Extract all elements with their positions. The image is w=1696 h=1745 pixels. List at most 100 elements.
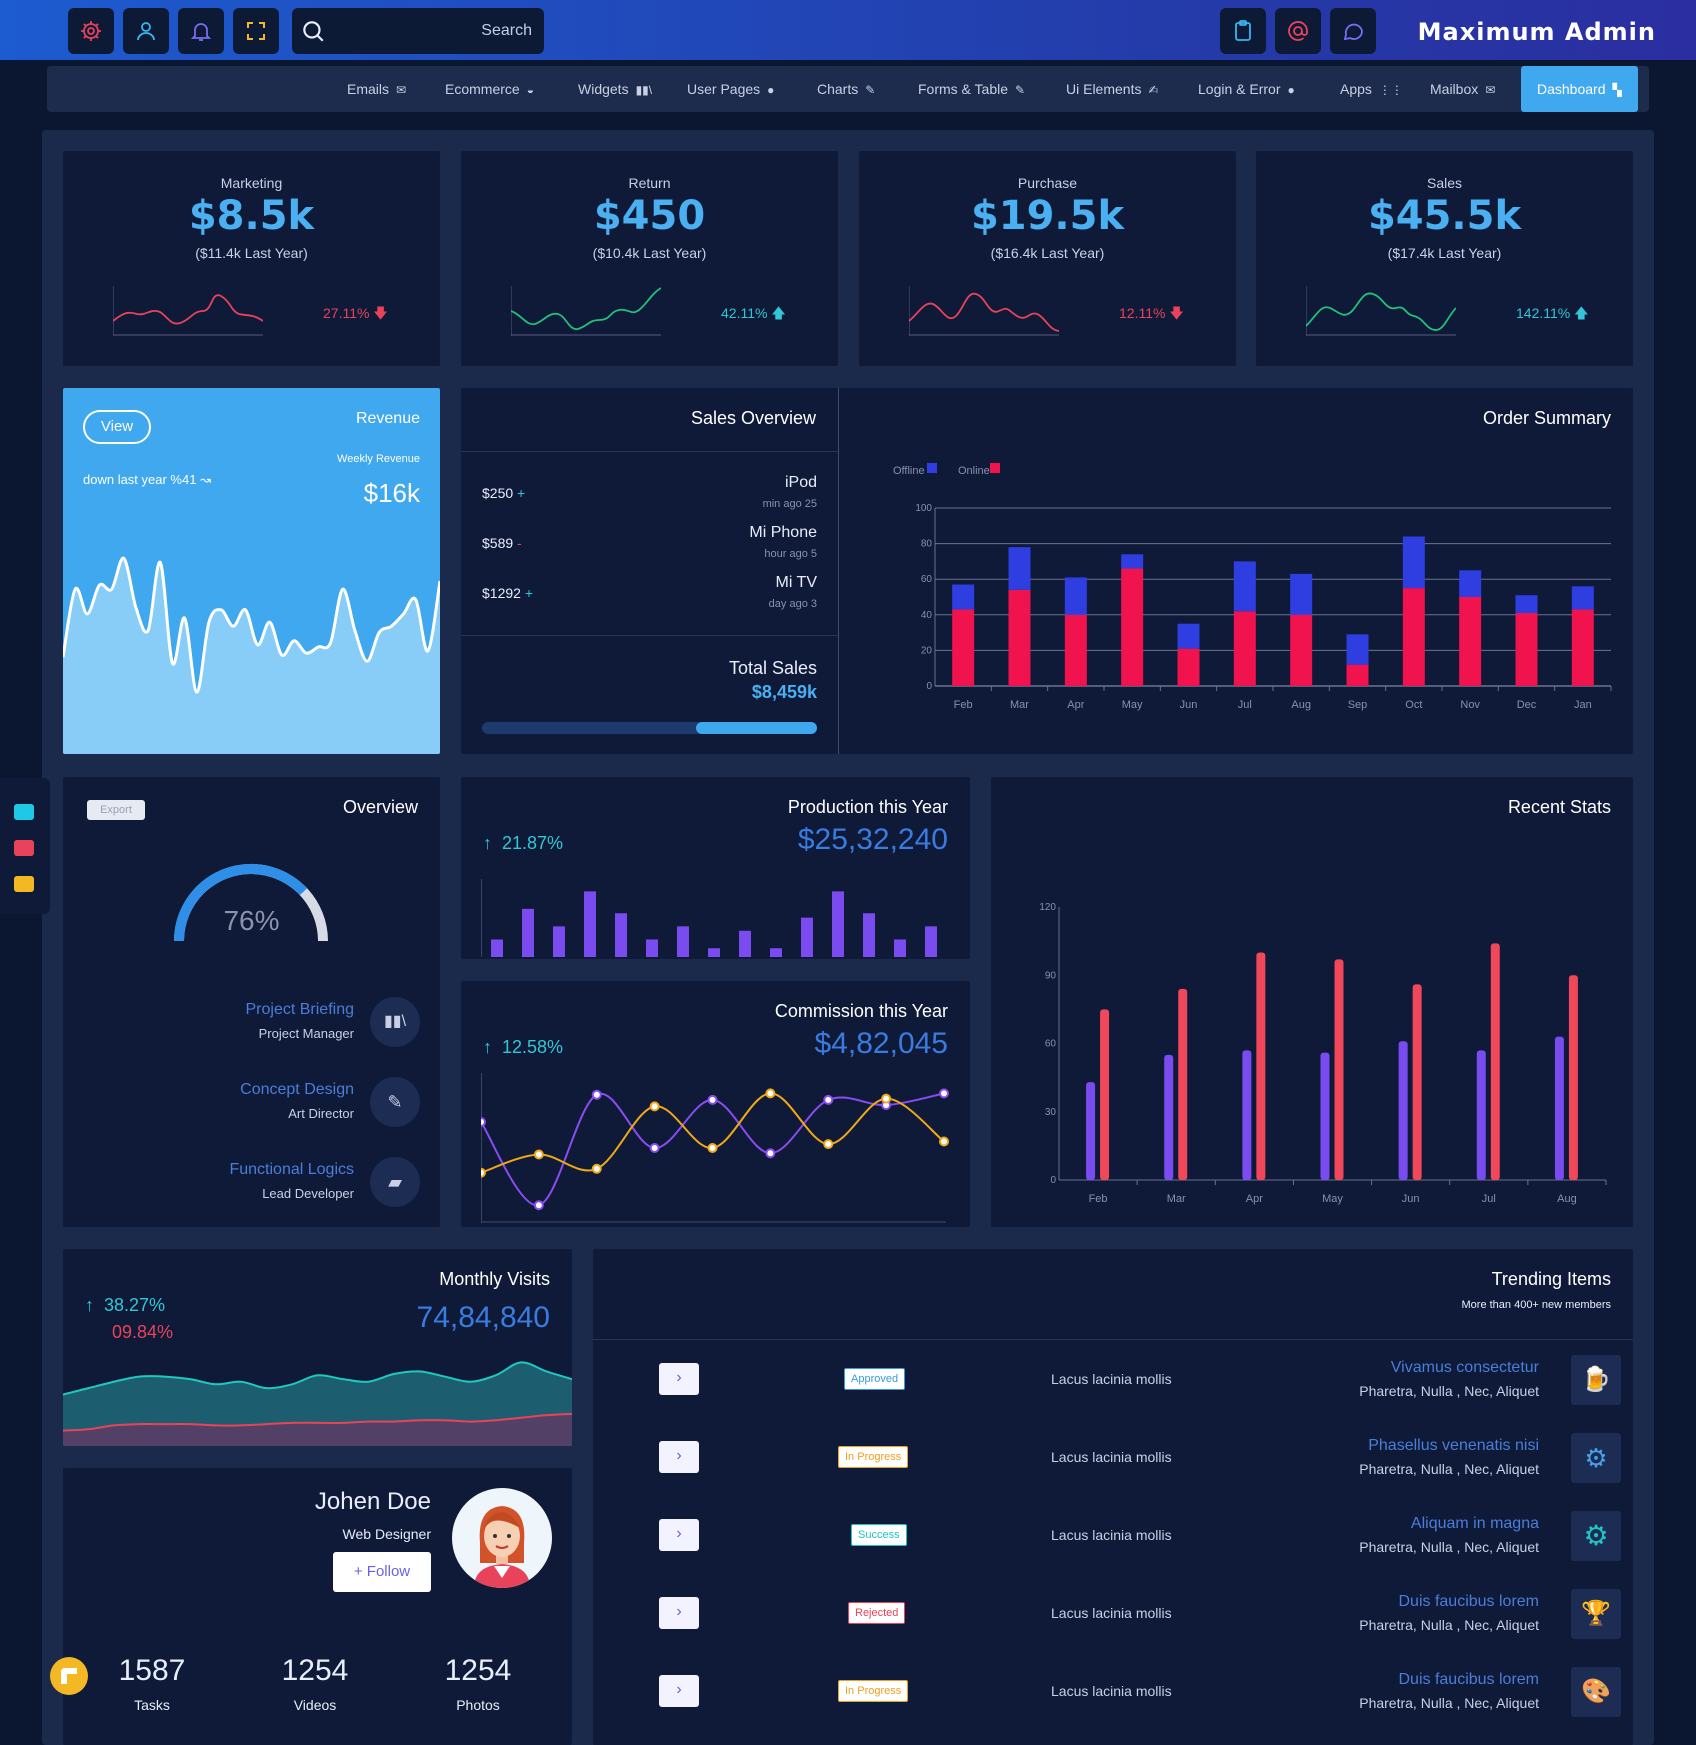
gear-icon bbox=[81, 21, 101, 41]
row-text: Lacus lacinia mollis bbox=[1051, 1605, 1172, 1621]
envelope-icon: ✉ bbox=[1485, 83, 1496, 97]
library-icon[interactable]: ▮▮\ bbox=[370, 997, 420, 1047]
bar-series-a bbox=[1476, 1050, 1486, 1180]
trending-title: Trending Items bbox=[1491, 1269, 1611, 1289]
x-tick-label: Dec bbox=[1517, 699, 1537, 711]
weekly-revenue-label: Weekly Revenue bbox=[337, 453, 420, 465]
stat-value: 1254 bbox=[444, 1654, 512, 1687]
line-point bbox=[591, 1089, 602, 1100]
kpi-sparkline bbox=[1306, 286, 1456, 336]
brand-title: Maximum Admin bbox=[1417, 18, 1656, 46]
nav-item-login-error[interactable]: Login & Error ● bbox=[1198, 66, 1295, 112]
bar bbox=[863, 913, 875, 957]
mentions-button[interactable] bbox=[1275, 8, 1321, 54]
stat-label: Photos bbox=[456, 1697, 500, 1713]
y-tick-label: 60 bbox=[921, 574, 933, 585]
bar bbox=[615, 913, 627, 957]
kpi-pct-value: 12.11% bbox=[1119, 305, 1166, 321]
bar-online bbox=[1346, 664, 1369, 686]
y-tick-label: 90 bbox=[1045, 970, 1057, 981]
kpi-card-purchase: Purchase $19.5k ($16.4k Last Year) 12.11… bbox=[859, 151, 1236, 366]
chat-icon[interactable] bbox=[14, 876, 34, 892]
bar-online bbox=[1008, 589, 1031, 686]
row-item-meta: Pharetra, Nulla , Nec, Aliquet bbox=[1359, 1383, 1539, 1399]
image-icon[interactable] bbox=[14, 840, 34, 856]
legend-label: Online bbox=[958, 465, 990, 477]
kpi-pct: 142.11% 🡅 bbox=[1516, 303, 1589, 327]
chevron-right-icon: › bbox=[676, 1525, 682, 1542]
kpi-card-sales: Sales $45.5k ($17.4k Last Year) 142.11% … bbox=[1256, 151, 1633, 366]
row-text: Lacus lacinia mollis bbox=[1051, 1371, 1172, 1387]
nav-item-forms-table[interactable]: Forms & Table ✎ bbox=[918, 66, 1025, 112]
row-open-button[interactable]: › bbox=[659, 1363, 699, 1395]
series-line bbox=[481, 1092, 945, 1174]
bar bbox=[894, 939, 906, 957]
camera-icon[interactable] bbox=[14, 804, 34, 820]
trophy-icon: 🏆 bbox=[1571, 1589, 1621, 1639]
fullscreen-button[interactable] bbox=[233, 8, 279, 54]
export-button[interactable]: Export bbox=[87, 800, 145, 820]
bar-series-a bbox=[1320, 1052, 1330, 1180]
bar-offline bbox=[1459, 570, 1482, 597]
view-button[interactable]: View bbox=[83, 410, 151, 444]
follow-button[interactable]: + Follow bbox=[333, 1552, 431, 1592]
kpi-sparkline bbox=[909, 286, 1059, 336]
nav-item-ui-elements[interactable]: Ui Elements ✍ bbox=[1066, 66, 1159, 112]
row-open-button[interactable]: › bbox=[659, 1675, 699, 1707]
bar-offline bbox=[1177, 623, 1200, 649]
arrow-up-icon: ↑ bbox=[483, 1037, 492, 1057]
row-open-button[interactable]: › bbox=[659, 1519, 699, 1551]
corner-icon bbox=[61, 1668, 77, 1684]
nav-item-charts[interactable]: Charts ✎ bbox=[817, 66, 875, 112]
bar-online bbox=[1177, 648, 1200, 686]
notifications-button[interactable] bbox=[178, 8, 224, 54]
production-title: Production this Year bbox=[787, 797, 948, 817]
revenue-area bbox=[63, 558, 440, 754]
clipboard-button[interactable] bbox=[1220, 8, 1266, 54]
production-card: Production this Year $25,32,240 ↑ 21.87% bbox=[461, 777, 970, 959]
bar-series-a bbox=[1086, 1082, 1096, 1180]
revenue-down-label: down last year %41 bbox=[83, 472, 197, 487]
total-sales-progress bbox=[482, 722, 817, 734]
stat-value: 1587 bbox=[118, 1654, 186, 1687]
x-tick-label: Feb bbox=[954, 699, 973, 711]
bar bbox=[801, 917, 813, 957]
y-tick-label: 0 bbox=[1050, 1175, 1056, 1186]
bar bbox=[677, 926, 689, 957]
chat-button[interactable] bbox=[1330, 8, 1376, 54]
line-point bbox=[939, 1136, 949, 1147]
bar-online bbox=[1571, 609, 1594, 686]
search-input[interactable]: Search bbox=[292, 8, 544, 54]
visits-pct-up: ↑ 38.27% bbox=[85, 1295, 165, 1316]
nav-item-dashboard[interactable]: Dashboard ▚ bbox=[1521, 66, 1638, 112]
commission-value: $4,82,045 bbox=[814, 1027, 948, 1060]
y-tick-label: 120 bbox=[1039, 902, 1056, 913]
nav-label: Ecommerce bbox=[445, 81, 520, 97]
row-open-button[interactable]: › bbox=[659, 1597, 699, 1629]
floating-action-button[interactable] bbox=[50, 1657, 88, 1695]
bar-series-b bbox=[1334, 959, 1344, 1180]
row-open-button[interactable]: › bbox=[659, 1441, 699, 1473]
chevron-right-icon: › bbox=[676, 1447, 682, 1464]
nav-item-user-pages[interactable]: User Pages ● bbox=[687, 66, 774, 112]
x-tick-label: Apr bbox=[1246, 1193, 1263, 1205]
nav-item-mailbox[interactable]: Mailbox ✉ bbox=[1430, 66, 1495, 112]
profile-button[interactable] bbox=[123, 8, 169, 54]
settings-button[interactable] bbox=[68, 8, 114, 54]
chat-icon[interactable]: ▰ bbox=[370, 1157, 420, 1207]
bar bbox=[491, 939, 503, 957]
bar bbox=[708, 948, 720, 957]
nav-label: Forms & Table bbox=[918, 81, 1008, 97]
nav-item-widgets[interactable]: Widgets ▮▮\ bbox=[578, 66, 652, 112]
gauge-fill bbox=[174, 864, 308, 942]
trending-row: › Success Lacus lacinia mollis Aliquam i… bbox=[593, 1497, 1633, 1575]
nav-item-ecommerce[interactable]: Ecommerce ◒ bbox=[445, 66, 534, 112]
nav-item-apps[interactable]: Apps ⋮⋮ bbox=[1340, 66, 1403, 112]
bar-offline bbox=[952, 584, 975, 610]
kpi-sparkline bbox=[113, 286, 263, 336]
nav-label: Dashboard bbox=[1537, 81, 1606, 97]
nav-item-emails[interactable]: Emails ✉ bbox=[347, 66, 406, 112]
nav-label: Ui Elements bbox=[1066, 81, 1142, 97]
y-tick-label: 100 bbox=[915, 503, 932, 514]
edit-icon[interactable]: ✎ bbox=[370, 1077, 420, 1127]
